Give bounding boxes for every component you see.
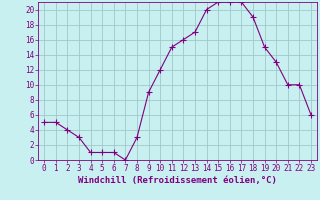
X-axis label: Windchill (Refroidissement éolien,°C): Windchill (Refroidissement éolien,°C) bbox=[78, 176, 277, 185]
